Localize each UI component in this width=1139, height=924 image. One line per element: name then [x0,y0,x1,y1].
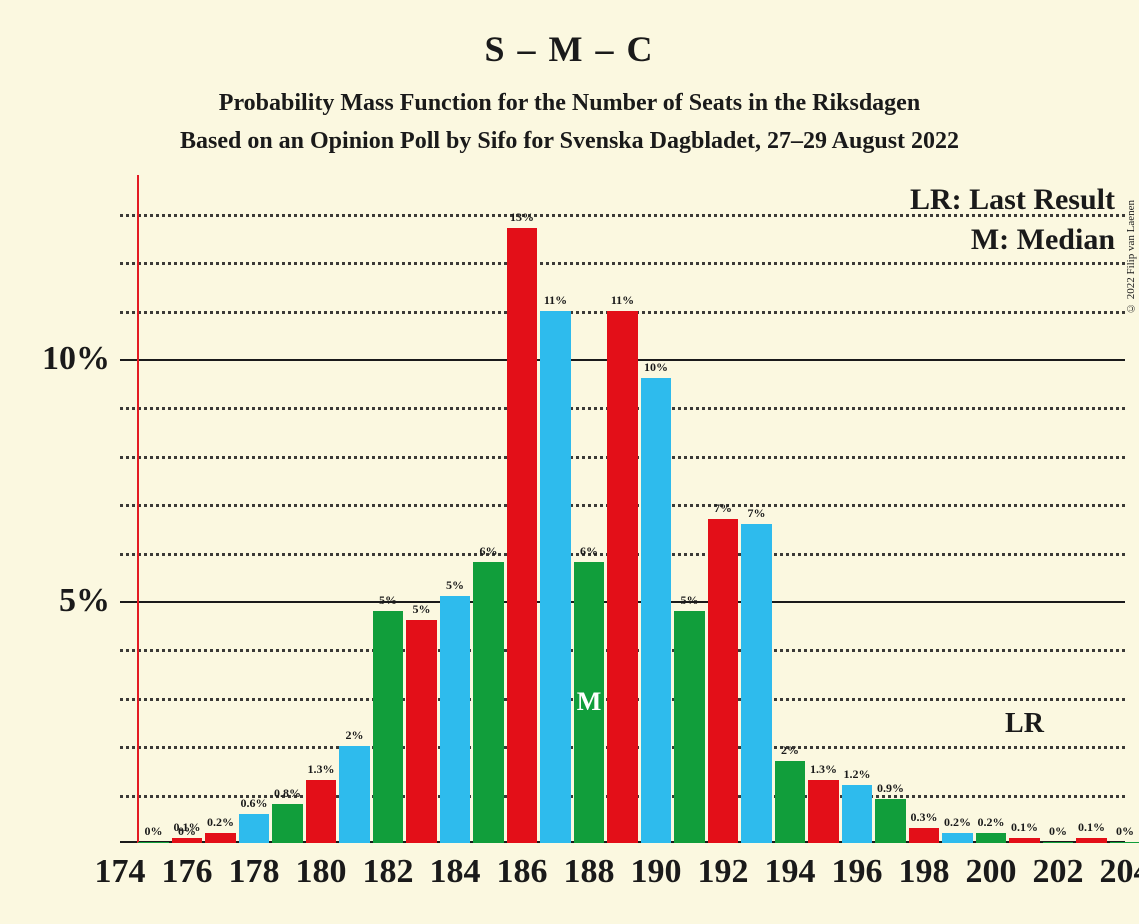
bar: 0.2% [205,833,236,843]
y-tick-label: 5% [59,582,110,620]
bar-value-label: 1.3% [810,762,837,777]
bar: 1.2% [842,785,873,843]
plot-area: LR: Last Result M: Median 5%10%0%0%0.1%0… [120,175,1125,843]
bar-value-label: 7% [747,506,765,521]
bar-value-label: 0.8% [274,786,301,801]
x-tick-label: 188 [564,853,615,891]
grid-minor-line [120,214,1125,217]
grid-minor-line [120,262,1125,265]
bar-value-label: 0% [1116,824,1134,839]
bar-value-label: 0.1% [1078,820,1105,835]
bar-value-label: 0% [1049,824,1067,839]
bar-value-label: 10% [644,360,668,375]
bar: 13% [507,228,538,843]
bar: 0% [1043,842,1074,843]
x-tick-label: 186 [497,853,548,891]
bar-value-label: 0.6% [240,796,267,811]
bar: 7% [708,519,739,843]
bar-value-label: 11% [544,293,567,308]
median-marker: M [577,687,602,717]
bar: 0.1% [1076,838,1107,843]
x-tick-label: 198 [899,853,950,891]
bar: 0.9% [875,799,906,843]
bar: 0.2% [942,833,973,843]
x-tick-label: 194 [765,853,816,891]
bar: 5% [373,611,404,843]
bar-value-label: 0.1% [173,820,200,835]
bar: 5% [674,611,705,843]
bar-value-label: 0.2% [207,815,234,830]
bar-value-label: 2% [781,743,799,758]
x-tick-label: 184 [430,853,481,891]
x-tick-label: 174 [95,853,146,891]
bar-value-label: 0.9% [877,781,904,796]
lr-marker: LR [1005,708,1044,740]
bar: 5% [440,596,471,843]
bar: 1.3% [306,780,337,843]
bar: 0.8% [272,804,303,843]
chart-root: S – M – C Probability Mass Function for … [0,0,1139,924]
bar-value-label: 7% [714,501,732,516]
bar-value-label: 11% [611,293,634,308]
bar: 2% [339,746,370,843]
copyright-text: © 2022 Filip van Laenen [1125,200,1137,314]
bar-value-label: 6% [580,544,598,559]
bar-value-label: 5% [412,602,430,617]
x-tick-label: 178 [229,853,280,891]
x-tick-label: 180 [296,853,347,891]
x-tick-label: 200 [966,853,1017,891]
bar-value-label: 6% [479,544,497,559]
bar-value-label: 0.3% [910,810,937,825]
bar: 0.6% [239,814,270,843]
legend-lr: LR: Last Result [910,183,1115,217]
bar-value-label: 0.1% [1011,820,1038,835]
lr-reference-line [137,175,139,843]
bar: 6% [473,562,504,843]
bar-value-label: 1.2% [843,767,870,782]
chart-title: S – M – C [0,28,1139,70]
bar: 1.3% [808,780,839,843]
bar-value-label: 0.2% [977,815,1004,830]
bar: 0.1% [172,838,203,843]
bar: 2% [775,761,806,843]
x-tick-label: 192 [698,853,749,891]
bar-value-label: 1.3% [307,762,334,777]
y-tick-label: 10% [42,340,110,378]
bar-value-label: 5% [446,578,464,593]
bar: 10% [641,378,672,843]
bar: 5% [406,620,437,843]
chart-subtitle2: Based on an Opinion Poll by Sifo for Sve… [0,128,1139,155]
legend-m: M: Median [971,223,1115,257]
bar: 0% [138,842,169,843]
chart-subtitle1: Probability Mass Function for the Number… [0,90,1139,117]
x-tick-label: 204 [1100,853,1139,891]
bar-value-label: 0.2% [944,815,971,830]
bar-value-label: 2% [345,728,363,743]
bar: 0.1% [1009,838,1040,843]
bar: 0.3% [909,828,940,843]
x-tick-label: 190 [631,853,682,891]
bar-value-label: 5% [379,593,397,608]
bar-value-label: 5% [680,593,698,608]
x-tick-label: 196 [832,853,883,891]
x-tick-label: 202 [1033,853,1084,891]
bar: 11% [540,311,571,843]
x-tick-label: 176 [162,853,213,891]
bar: 7% [741,524,772,843]
bar: 0% [1110,842,1139,843]
bar: 0.2% [976,833,1007,843]
bar-value-label: 13% [510,210,534,225]
x-tick-label: 182 [363,853,414,891]
bar: 11% [607,311,638,843]
bar-value-label: 0% [144,824,162,839]
